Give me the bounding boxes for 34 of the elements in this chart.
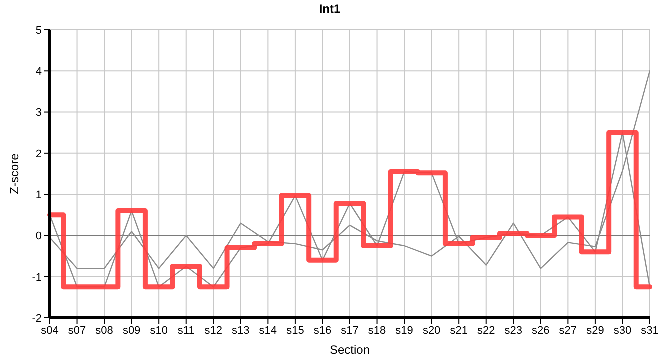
x-tick-label: s12 xyxy=(204,324,223,337)
y-axis-title: Z-score xyxy=(7,153,22,194)
x-tick-label: s27 xyxy=(559,324,578,337)
y-tick-label: 1 xyxy=(36,189,42,202)
x-tick-label: s10 xyxy=(150,324,168,337)
x-tick-label: s20 xyxy=(422,324,441,337)
x-tick-label: s18 xyxy=(368,324,386,337)
x-tick-label: s22 xyxy=(477,324,496,337)
x-tick-label: s08 xyxy=(96,324,114,337)
y-tick-label: 4 xyxy=(36,66,42,78)
chart-title: Int1 xyxy=(318,1,342,18)
x-tick-label: s31 xyxy=(641,324,659,337)
x-tick-label: s14 xyxy=(259,324,278,337)
x-tick-label: s19 xyxy=(396,324,414,337)
y-tick-label: 3 xyxy=(36,107,42,120)
x-tick-label: s07 xyxy=(68,324,86,337)
x-tick-label: s11 xyxy=(178,324,195,337)
x-tick-label: s16 xyxy=(314,324,332,337)
y-tick-label: -2 xyxy=(32,312,42,325)
y-tick-label: 0 xyxy=(36,230,42,243)
x-tick-label: s17 xyxy=(341,324,359,337)
x-tick-label: s30 xyxy=(614,324,632,337)
x-tick-label: s04 xyxy=(41,324,59,337)
x-tick-label: s15 xyxy=(286,324,304,337)
x-axis-title: Section xyxy=(330,343,370,357)
x-tick-label: s21 xyxy=(450,324,468,337)
x-tick-label: s23 xyxy=(504,324,523,337)
x-tick-label: s13 xyxy=(232,324,250,337)
y-tick-label: -1 xyxy=(32,272,42,284)
x-tick-label: s26 xyxy=(532,324,550,337)
x-tick-label: s09 xyxy=(122,324,141,337)
y-tick-label: 2 xyxy=(36,148,42,160)
y-tick-label: 5 xyxy=(36,24,42,37)
x-tick-label: s29 xyxy=(586,324,604,337)
